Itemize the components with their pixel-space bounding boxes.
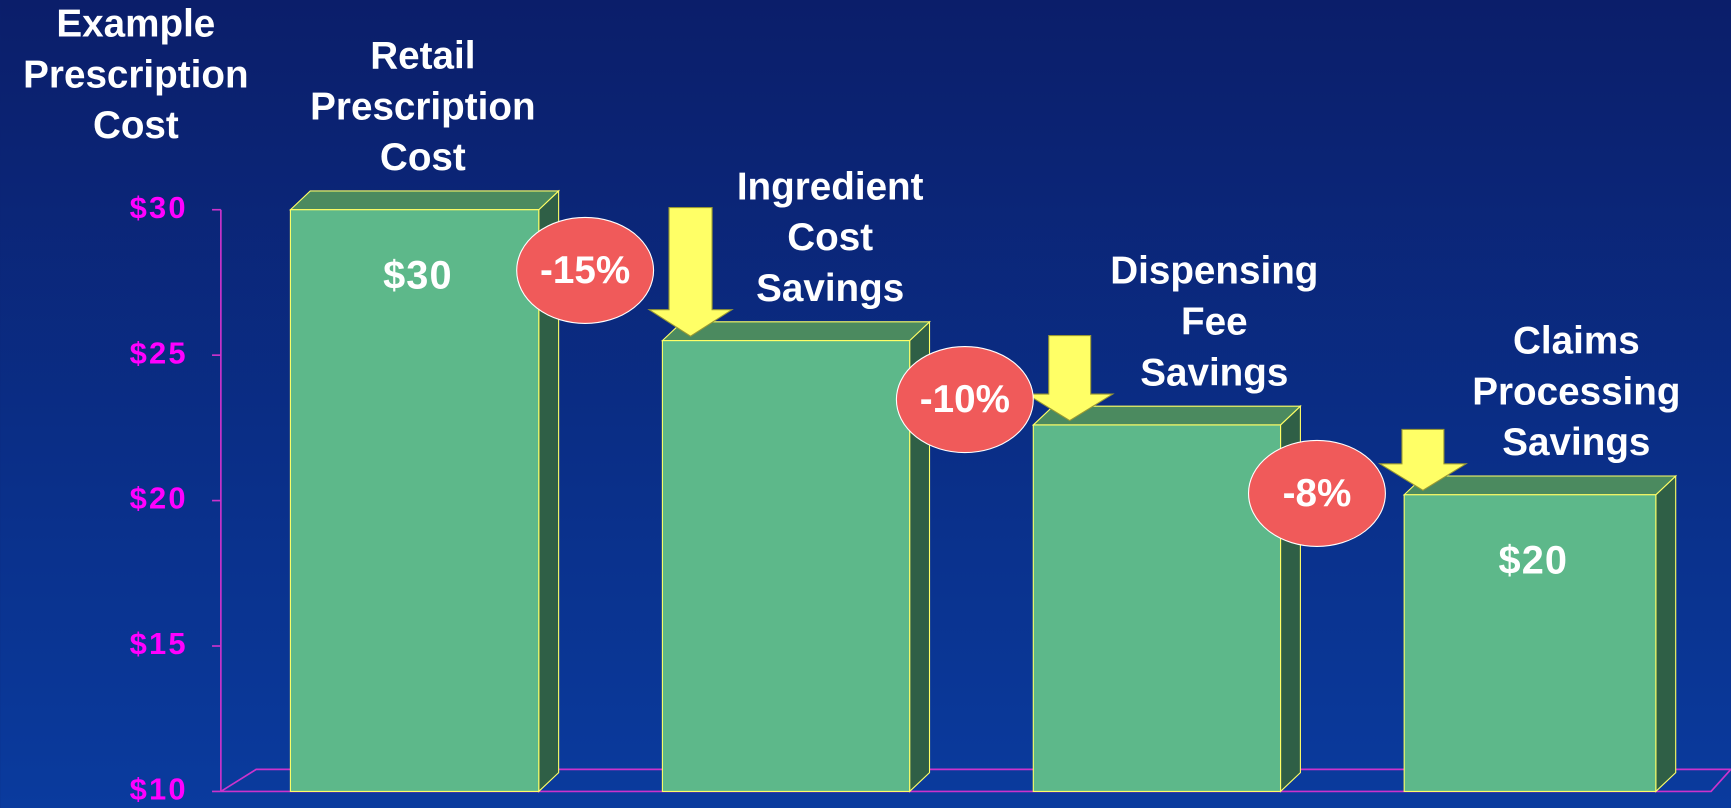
value-label: $20 [1499, 539, 1569, 583]
annotation-bubble [516, 216, 655, 324]
y-tick-label: $20 [130, 481, 188, 516]
category-label: Ingredient Cost Savings [737, 166, 924, 311]
arrow [1024, 335, 1115, 422]
category-label: Claims Processing Savings [1472, 320, 1680, 465]
annotation: -15% [540, 249, 630, 292]
bar [1031, 404, 1302, 793]
bar-front [1032, 424, 1282, 792]
arrow [1377, 428, 1468, 492]
y-tick-label: $15 [130, 626, 188, 661]
y-axis-title: Example Prescription Cost [23, 3, 248, 148]
bar-front [289, 209, 540, 792]
value-label: $30 [383, 254, 453, 298]
annotation: -10% [920, 378, 1010, 421]
bar-front [661, 340, 911, 792]
category-label: Dispensing Fee Savings [1110, 250, 1318, 395]
bar [289, 189, 561, 793]
bar-top [289, 190, 561, 211]
bar-front [1403, 494, 1657, 792]
annotation-bubble [1247, 439, 1386, 547]
bar [1402, 474, 1678, 793]
bar [661, 320, 931, 793]
annotation: -8% [1283, 472, 1352, 515]
y-tick-label: $30 [130, 190, 188, 225]
y-tick-label: $25 [130, 335, 188, 370]
arrow [647, 206, 734, 337]
y-tick-label: $10 [130, 772, 188, 807]
annotation-bubble [895, 346, 1034, 454]
bar-top [1402, 475, 1678, 496]
bar-side [1655, 474, 1677, 793]
category-label: Retail Prescription Cost [310, 35, 535, 180]
